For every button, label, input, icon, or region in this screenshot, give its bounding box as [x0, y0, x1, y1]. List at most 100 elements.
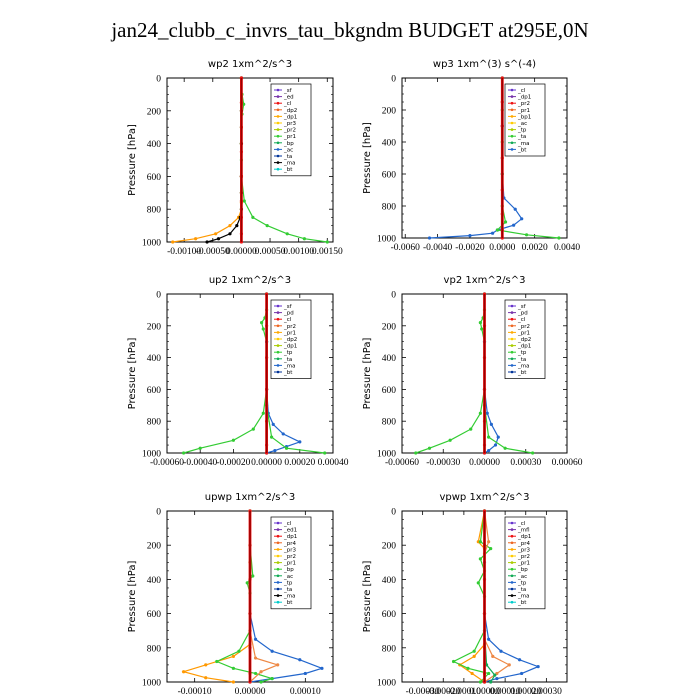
x-tick-label: 0.00000 — [469, 687, 500, 697]
legend-label: _ma — [283, 363, 295, 369]
x-tick-label: -0.00010 — [178, 687, 212, 697]
y-tick-label: 1000 — [377, 450, 396, 460]
legend-label: _bt — [517, 600, 527, 606]
series-point — [489, 680, 493, 684]
series-point — [478, 540, 482, 544]
y-tick-label: 0 — [156, 75, 161, 85]
x-tick-label: -0.00050 — [196, 247, 230, 257]
series-point — [470, 671, 474, 676]
x-tick-label: -0.0060 — [391, 243, 421, 253]
legend-label: _bt — [283, 167, 293, 173]
series-point — [228, 232, 232, 236]
y-tick-label: 600 — [147, 386, 162, 396]
series-point — [512, 223, 516, 227]
legend-label: _bt — [517, 147, 527, 153]
series-point — [242, 199, 246, 203]
y-tick-label: 200 — [147, 322, 162, 332]
legend: _cl_dp1_pr2_pr1_bp1_ac_tp_ta_ma_bt — [504, 83, 546, 157]
legend-marker — [276, 581, 280, 584]
series-point — [466, 666, 470, 670]
legend-marker — [510, 95, 514, 98]
legend-marker — [276, 311, 280, 314]
legend-label: _sf — [283, 88, 293, 94]
legend-marker — [510, 548, 514, 551]
legend-label: _sf — [517, 304, 527, 310]
legend-label: _pr1 — [517, 561, 530, 567]
legend-marker — [276, 304, 280, 308]
y-tick-label: 600 — [382, 171, 397, 181]
y-axis-label: Pressure [hPa] — [362, 561, 373, 633]
x-tick-label: 0.00000 — [226, 247, 257, 257]
legend-label: _dp2 — [283, 108, 297, 114]
y-tick-label: 800 — [382, 644, 397, 654]
legend-marker — [510, 128, 514, 131]
plot-panel-1: wp3 1xm^(3) s^(-4) Pressure [hPa] 0 200 400 6… — [362, 59, 580, 253]
series-point — [259, 670, 263, 674]
legend-label: _ed1 — [283, 528, 297, 534]
y-tick-label: 1000 — [142, 450, 161, 460]
legend-marker — [510, 108, 514, 112]
series-point — [507, 663, 511, 667]
series-point — [198, 446, 202, 450]
plot-title: wp2 1xm^2/s^3 — [208, 59, 292, 70]
y-tick-label: 200 — [147, 542, 162, 552]
series-point — [253, 671, 258, 676]
legend-label: _cl — [283, 101, 292, 107]
legend-label: _tp — [517, 128, 527, 134]
series-point — [261, 411, 265, 415]
legend-marker — [510, 534, 514, 538]
series-point — [251, 427, 255, 431]
series-point — [215, 659, 219, 664]
legend-marker — [510, 115, 514, 118]
legend-label: _ta — [283, 357, 292, 363]
plot-title: upwp 1xm^2/s^3 — [205, 492, 295, 503]
series-point — [478, 411, 482, 415]
x-tick-label: 0.00150 — [312, 247, 343, 257]
y-tick-label: 600 — [382, 610, 397, 620]
y-axis-label: Pressure [hPa] — [127, 338, 138, 410]
series-point — [194, 237, 198, 241]
y-tick-label: 800 — [382, 418, 397, 428]
series-point — [414, 451, 418, 455]
plot-title: vp2 1xm^2/s^3 — [444, 275, 526, 286]
series-point — [271, 422, 275, 426]
x-tick-label: 0.00060 — [552, 458, 583, 468]
series-point — [214, 232, 218, 236]
legend-marker — [276, 554, 280, 558]
x-tick-label: 0.00010 — [490, 687, 521, 697]
legend-label: _ac — [517, 574, 527, 580]
series-line-ta — [206, 78, 242, 243]
legend-label: _pr3 — [283, 547, 297, 553]
legend-label: _ta — [283, 587, 292, 593]
legend-marker — [276, 344, 280, 347]
legend-marker — [510, 331, 514, 334]
series-point — [480, 327, 484, 331]
series-point — [320, 666, 324, 670]
legend-marker — [276, 600, 280, 604]
y-tick-label: 800 — [147, 644, 162, 654]
plot-panel-5: vpwp 1xm^2/s^3 Pressure [hPa] 0 200 400 600 80… — [362, 492, 568, 697]
series-point — [495, 676, 499, 681]
legend-marker — [510, 148, 514, 151]
legend-marker — [276, 324, 280, 328]
legend-marker — [510, 574, 514, 578]
legend-label: _cl — [517, 88, 526, 94]
y-axis-label: Pressure [hPa] — [362, 122, 373, 194]
y-tick-label: 600 — [382, 386, 397, 396]
series-point — [171, 240, 175, 244]
x-tick-label: 0.00020 — [510, 687, 541, 697]
legend-marker — [510, 311, 514, 314]
series-point — [303, 671, 307, 676]
series-point — [237, 649, 241, 653]
legend-marker — [276, 528, 280, 531]
series-point — [285, 232, 289, 236]
legend-label: _ma — [517, 363, 529, 369]
series-point — [231, 654, 235, 658]
series-point — [182, 451, 186, 455]
legend-label: _pr2 — [517, 101, 530, 107]
legend-marker — [276, 134, 280, 138]
series-point — [298, 440, 302, 444]
y-tick-label: 800 — [147, 418, 162, 428]
legend-label: _cl — [517, 521, 526, 527]
legend-marker — [276, 128, 280, 131]
